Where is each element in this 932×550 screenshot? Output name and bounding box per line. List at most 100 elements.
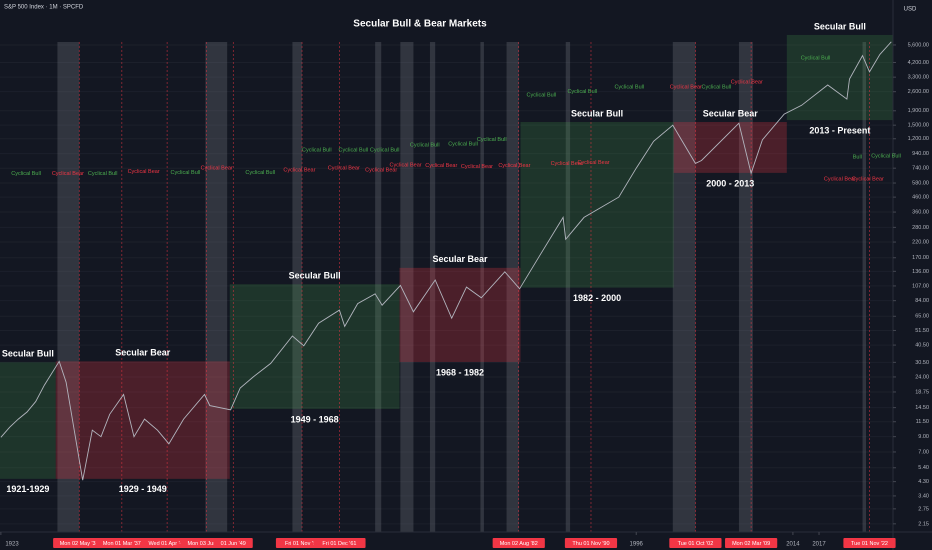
zone-period: 1982 - 2000 bbox=[573, 293, 621, 303]
x-tick-label: 1923 bbox=[5, 542, 19, 548]
cycle-band bbox=[205, 42, 228, 532]
cycle-band bbox=[672, 42, 696, 532]
price-line bbox=[0, 41, 892, 481]
cyclical-label: Cyclical Bear bbox=[852, 176, 884, 182]
date-tag-label: Fri 01 Dec '61 bbox=[322, 541, 356, 547]
cyclical-label: Cyclical Bull bbox=[302, 147, 332, 153]
secular-zone bbox=[55, 361, 230, 479]
y-tick-label: 580.00 bbox=[912, 180, 929, 186]
cyclical-label: Cyclical Bull bbox=[410, 143, 440, 149]
y-tick-label: 107.00 bbox=[912, 283, 929, 289]
cyclical-label: Bull bbox=[853, 154, 862, 160]
cycle-band bbox=[375, 42, 382, 532]
cyclical-label: Cyclical Bear bbox=[201, 166, 233, 172]
date-tag bbox=[564, 538, 618, 548]
cyclical-label: Cyclical Bull bbox=[171, 170, 201, 176]
x-tick-label: 2017 bbox=[812, 542, 826, 548]
secular-zone bbox=[786, 34, 893, 121]
y-tick-label: 2.75 bbox=[918, 506, 929, 512]
date-tag bbox=[843, 538, 896, 548]
date-tag-label: Mon 02 Aug '82 bbox=[500, 541, 538, 547]
x-tick-label: 2014 bbox=[786, 542, 800, 548]
cycle-band bbox=[565, 42, 571, 532]
y-tick-label: 1,500.00 bbox=[908, 123, 929, 129]
cyclical-label: Cyclical Bear bbox=[578, 160, 610, 166]
cyclical-label: Cyclical Bull bbox=[370, 147, 400, 153]
cyclical-label: Cyclical Bear bbox=[824, 176, 856, 182]
y-tick-label: 51.50 bbox=[915, 328, 929, 334]
y-tick-label: 360.00 bbox=[912, 210, 929, 216]
y-tick-label: 1,200.00 bbox=[908, 136, 929, 142]
date-tag bbox=[669, 538, 722, 548]
cyclical-label: Cyclical Bear bbox=[365, 167, 397, 173]
date-tag-label: Mon 02 Mar '09 bbox=[732, 541, 770, 547]
cyclical-label: Cyclical Bear bbox=[52, 171, 84, 177]
y-tick-label: 2.15 bbox=[918, 521, 929, 527]
cycle-band bbox=[429, 42, 436, 532]
y-tick-label: 4,200.00 bbox=[908, 60, 929, 66]
cyclical-label: Cyclical Bull bbox=[11, 171, 41, 177]
date-tag bbox=[725, 538, 778, 548]
zone-period: 1968 - 1982 bbox=[436, 367, 484, 377]
chart-title: Secular Bull & Bear Markets bbox=[353, 19, 487, 30]
cyclical-label: Cyclical Bear bbox=[328, 166, 360, 172]
y-tick-label: 24.00 bbox=[915, 374, 929, 380]
y-tick-label: 65.00 bbox=[915, 314, 929, 320]
cyclical-label: Cyclical Bear bbox=[390, 162, 422, 168]
y-tick-label: 4.30 bbox=[918, 479, 929, 485]
zone-label: Secular Bear bbox=[115, 348, 171, 358]
date-tag bbox=[492, 538, 545, 548]
y-tick-label: 1,900.00 bbox=[908, 108, 929, 114]
date-tag bbox=[313, 538, 366, 548]
date-tag-label: Wed 01 Apr '42 bbox=[148, 541, 185, 547]
date-tag-label: Mon 02 May '32 bbox=[60, 541, 99, 547]
y-tick-label: 940.00 bbox=[912, 151, 929, 157]
date-tag-label: 01 Jun '49 bbox=[221, 541, 246, 547]
zone-label: Secular Bull bbox=[571, 108, 623, 118]
date-tag-label: Mon 01 Mar '37 bbox=[103, 541, 141, 547]
x-tick-label: 1996 bbox=[630, 542, 644, 548]
cyclical-label: Cyclical Bull bbox=[871, 154, 901, 160]
cycle-band bbox=[57, 42, 80, 532]
y-tick-label: 11.50 bbox=[916, 419, 929, 425]
y-tick-label: 460.00 bbox=[912, 195, 929, 201]
cycle-band bbox=[862, 42, 867, 532]
y-tick-label: 220.00 bbox=[912, 239, 929, 245]
cyclical-label: Cyclical Bull bbox=[339, 147, 369, 153]
zone-label: Secular Bull bbox=[289, 271, 341, 281]
cyclical-label: Cyclical Bull bbox=[701, 85, 731, 91]
cyclical-label: Cyclical Bull bbox=[527, 93, 557, 99]
cyclical-label: Cyclical Bull bbox=[88, 171, 118, 177]
zone-period: 1949 - 1968 bbox=[291, 414, 339, 424]
y-tick-label: 740.00 bbox=[912, 166, 929, 172]
zone-period: 1921-1929 bbox=[6, 484, 49, 494]
date-tag-label: Fri 01 Nov '57 bbox=[285, 541, 319, 547]
cycle-band bbox=[506, 42, 519, 532]
zone-period: 2013 - Present bbox=[809, 125, 870, 135]
date-tag-label: Mon 03 Jun '46 bbox=[188, 541, 225, 547]
cyclical-label: Cyclical Bull bbox=[801, 56, 831, 62]
y-tick-label: 14.50 bbox=[915, 405, 929, 411]
date-tag bbox=[53, 538, 106, 548]
y-tick-label: 84.00 bbox=[915, 298, 929, 304]
cyclical-label: Cyclical Bear bbox=[283, 167, 315, 173]
cyclical-label: Cyclical Bear bbox=[731, 79, 763, 85]
zone-label: Secular Bear bbox=[703, 108, 759, 118]
y-tick-label: 7.00 bbox=[918, 449, 929, 455]
cycle-band bbox=[480, 42, 484, 532]
zone-period: 1929 - 1949 bbox=[119, 484, 167, 494]
date-tag bbox=[141, 538, 194, 548]
y-tick-label: 3,300.00 bbox=[908, 75, 929, 81]
cyclical-label: Cyclical Bear bbox=[670, 85, 702, 91]
cyclical-label: Cyclical Bull bbox=[567, 89, 597, 95]
y-tick-label: 170.00 bbox=[912, 255, 929, 261]
zone-label: Secular Bull bbox=[2, 349, 54, 359]
cyclical-label: Cyclical Bull bbox=[448, 142, 478, 148]
cyclical-label: Cyclical Bear bbox=[461, 164, 493, 170]
y-tick-label: 5,600.00 bbox=[908, 42, 929, 48]
y-tick-label: 30.50 bbox=[915, 360, 929, 366]
y-tick-label: 9.00 bbox=[918, 434, 929, 440]
y-tick-label: 5.40 bbox=[918, 465, 929, 471]
secular-zone bbox=[399, 267, 521, 362]
secular-zone bbox=[673, 122, 787, 173]
